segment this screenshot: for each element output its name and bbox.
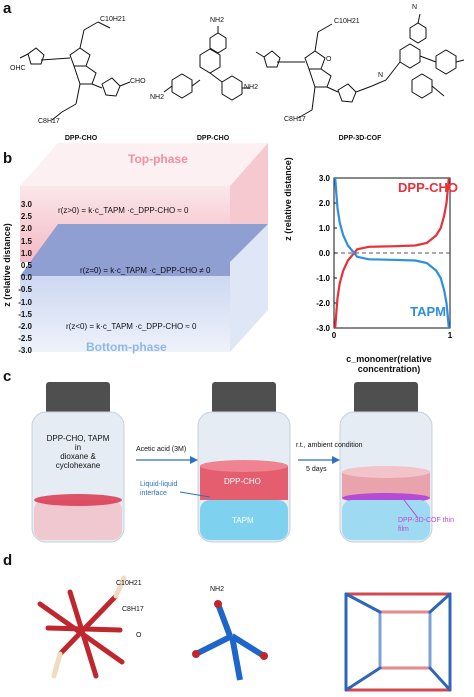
y-tick-label: -1.0	[316, 274, 330, 283]
vial-1-line-4: cyclohexane	[55, 461, 101, 470]
y-tick-label: -2.0	[316, 299, 330, 308]
vial-2-bottom-label: TAPM	[232, 516, 254, 525]
vial-1-line-1: DPP-CHO, TAPM	[46, 434, 110, 443]
series-label-dpp-cho: DPP-CHO	[398, 180, 458, 195]
dpp-cho-caption: DPP-CHO	[64, 135, 98, 142]
cube-z-ticks: 3.0 2.5 2.0 1.5 1.0 0.5 0.0 -0.5 -1.0 -1.5 -2.0 -2.…	[4, 200, 32, 360]
c8h17-label-2: C8H17	[284, 116, 306, 123]
rate-eq-interface: r(z=0) = k·c_TAPM ·c_DPP-CHO ≠ 0	[80, 266, 211, 275]
interface-label: Liquid-liquid interface	[140, 480, 177, 498]
cube-z-tick: -1.0	[18, 297, 32, 307]
cube-z-tick: 2.0	[20, 224, 32, 234]
dpp-cho-3d-model	[37, 575, 127, 679]
y-tick-label: 2.0	[319, 199, 331, 208]
rate-eq-top: r(z>0) = k·c_TAPM ·c_DPP-CHO ≈ 0	[58, 206, 189, 215]
interface-label-line-1: Liquid-liquid	[140, 481, 178, 488]
nh2-label-3: NH2	[244, 84, 259, 91]
dpp-3d-cof-structure	[255, 13, 465, 119]
d-c10h21-label: C10H21	[116, 580, 142, 587]
panel-label-a: a	[3, 0, 12, 17]
cube-z-tick: 1.0	[20, 248, 32, 258]
film-label-line-1: DPP-3D-COF thin	[398, 517, 455, 524]
arrow-2-label: r.t., ambient condition	[296, 442, 363, 449]
c8h17-label-1: C8H17	[38, 118, 60, 125]
cube-z-tick: 0.0	[20, 273, 32, 283]
cof-framework-3d-model	[344, 592, 452, 692]
cube-z-tick: 3.0	[20, 200, 32, 209]
tapm-structure	[163, 26, 250, 101]
d-c8h17-label: C8H17	[122, 606, 144, 613]
cube-z-tick: -1.5	[18, 309, 32, 319]
bottom-phase-label: Bottom-phase	[86, 340, 167, 354]
cube-z-tick: -2.5	[18, 334, 32, 344]
cube-z-tick: 1.5	[20, 236, 32, 246]
interface-pointer	[179, 491, 211, 498]
arrow-1-label: Acetic acid (3M)	[136, 446, 187, 453]
vial-1	[31, 382, 125, 543]
film-pointer	[403, 499, 419, 519]
interface-label-line-2: interface	[140, 490, 167, 497]
cube-z-tick: -3.0	[18, 346, 32, 356]
arrow-2-sublabel: 5 days	[306, 466, 327, 473]
tapm-3d-model	[192, 600, 268, 681]
cube-z-tick: 2.5	[20, 212, 32, 222]
dpp-cho-structure	[19, 21, 131, 121]
n-label-1: N	[412, 4, 418, 11]
vial-1-line-3: dioxane &	[60, 452, 96, 461]
cube-z-tick: 0.5	[20, 261, 32, 270]
vial-2-top-label: DPP-CHO	[224, 477, 261, 486]
c10h21-label-2: C10H21	[334, 18, 360, 25]
x-tick-label: 0	[332, 331, 337, 340]
cube-z-tick: -2.0	[18, 322, 32, 331]
vial-1-contents: DPP-CHO, TAPM in dioxane & cyclohexane	[34, 434, 122, 470]
chart-x-axis-label: c_monomer(relative concentration)	[346, 354, 432, 374]
n-label-2: N	[378, 72, 384, 79]
c10h21-label-1: C10H21	[100, 16, 126, 23]
y-tick-label: 0.0	[319, 249, 331, 258]
panel-a-structures	[19, 13, 465, 121]
tapm-caption: DPP-CHO	[196, 135, 230, 142]
vial-2	[197, 382, 291, 543]
panel-label-d: d	[3, 552, 13, 569]
series-line-tapm	[334, 177, 450, 329]
cube-side-bottom	[230, 224, 268, 352]
cube-z-tick: -0.5	[18, 285, 32, 295]
series-line-dpp-cho	[334, 177, 450, 329]
y-tick-label: 1.0	[319, 224, 331, 233]
d-o-label: O	[136, 632, 142, 639]
cho-label: CHO	[130, 78, 146, 85]
o-label-1: O	[326, 56, 332, 63]
y-tick-label: 3.0	[319, 174, 331, 183]
cube-top-face	[20, 143, 268, 186]
y-tick-label: -3.0	[316, 324, 330, 333]
vial-1-line-2: in	[74, 443, 82, 452]
cube-bottom-phase	[20, 276, 230, 352]
ohc-label: OHC	[10, 65, 26, 72]
top-phase-label: Top-phase	[128, 152, 188, 166]
film-label: DPP-3D-COF thin film	[398, 516, 454, 534]
nh2-label-1: NH2	[210, 17, 225, 24]
x-tick-label: 1	[448, 331, 453, 340]
nh2-label-2: NH2	[150, 94, 165, 101]
panel-label-c: c	[3, 368, 12, 385]
d-nh2-label: NH2	[210, 586, 225, 593]
film-label-line-2: film	[398, 526, 409, 533]
rate-eq-bottom: r(z<0) = k·c_TAPM ·c_DPP-CHO ≈ 0	[66, 322, 197, 331]
series-label-tapm: TAPM	[410, 304, 446, 319]
panel-label-b: b	[3, 150, 13, 167]
vial-3	[339, 382, 433, 543]
dpp-3d-cof-caption: DPP-3D-COF	[338, 135, 382, 142]
cube-interface-plane	[20, 224, 268, 276]
